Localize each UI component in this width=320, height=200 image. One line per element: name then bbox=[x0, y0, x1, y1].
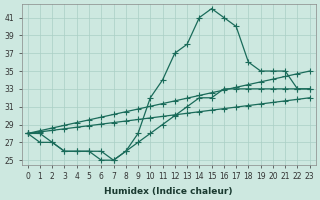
X-axis label: Humidex (Indice chaleur): Humidex (Indice chaleur) bbox=[104, 187, 233, 196]
